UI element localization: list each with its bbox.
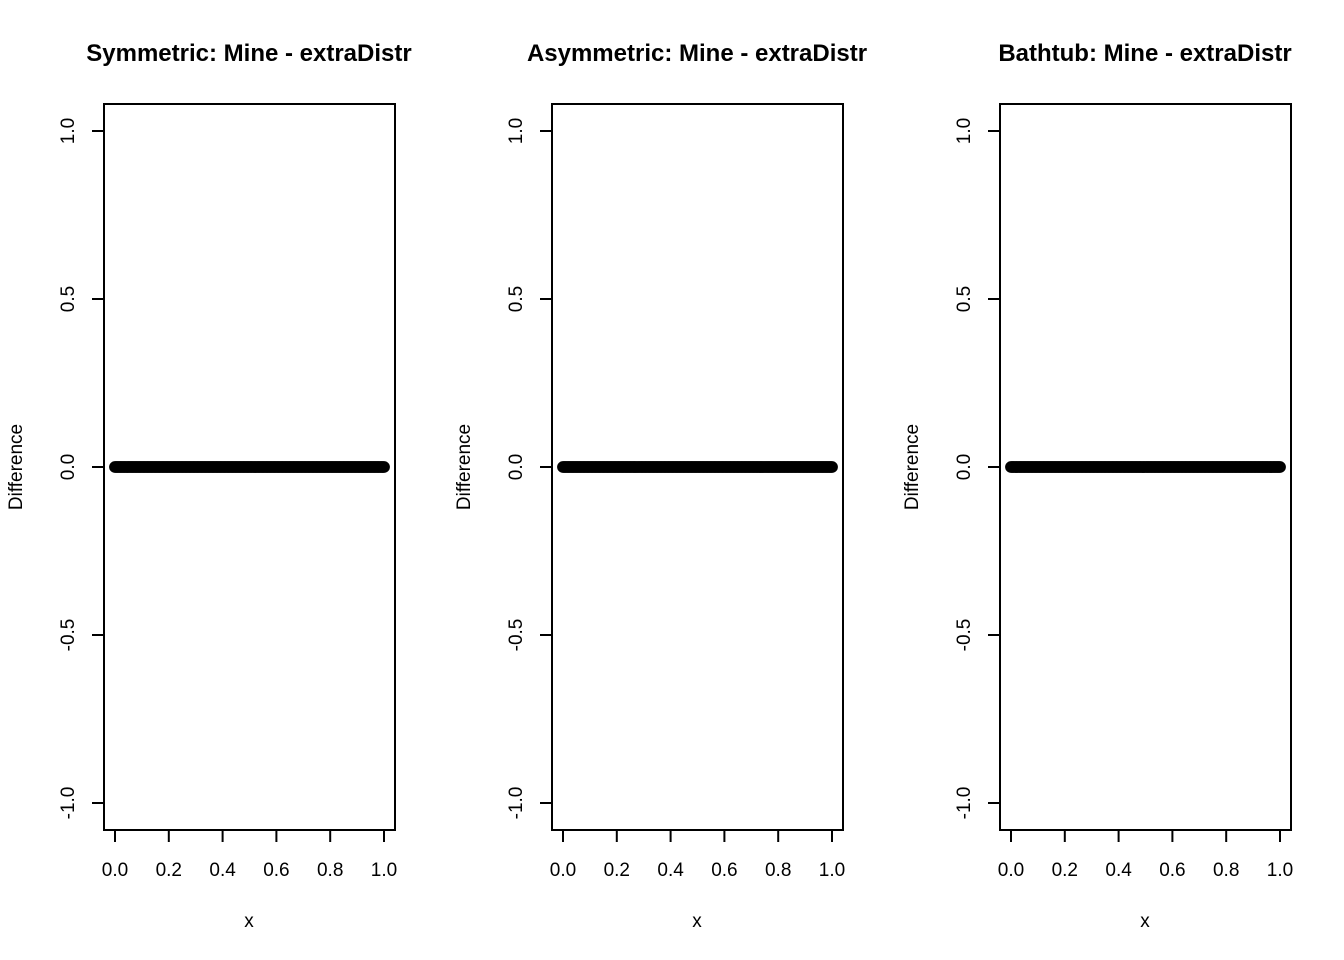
y-tick-label: -1.0 (506, 787, 527, 820)
chart-panel-symmetric: Symmetric: Mine - extraDistr 0.0 0.2 0.4 0.… (6, 40, 412, 932)
x-tick-label: 0.6 (711, 860, 737, 881)
y-tick-label: -0.5 (954, 619, 975, 652)
y-tick-label: 0.5 (58, 286, 79, 312)
x-axis-label: x (692, 911, 702, 932)
y-axis: -1.0 -0.5 0.0 0.5 1.0 (506, 118, 553, 820)
y-tick-label: 0.5 (506, 286, 527, 312)
chart-title: Symmetric: Mine - extraDistr (86, 40, 411, 67)
x-tick-label: 0.8 (317, 860, 343, 881)
x-tick-label: 1.0 (371, 860, 397, 881)
y-tick-label: 0.5 (954, 286, 975, 312)
y-axis-label: Difference (902, 424, 923, 510)
x-tick-label: 0.2 (1052, 860, 1078, 881)
x-tick-label: 0.8 (765, 860, 791, 881)
x-tick-label: 0.0 (550, 860, 576, 881)
chart-title: Asymmetric: Mine - extraDistr (527, 40, 867, 67)
x-axis-label: x (244, 911, 254, 932)
x-axis: 0.0 0.2 0.4 0.6 0.8 1.0 (550, 829, 845, 881)
x-tick-label: 0.2 (604, 860, 630, 881)
x-tick-label: 0.4 (1105, 860, 1132, 881)
data-point (378, 461, 390, 473)
x-tick-label: 0.4 (657, 860, 684, 881)
y-tick-label: -1.0 (58, 787, 79, 820)
y-tick-label: -1.0 (954, 787, 975, 820)
chart-title: Bathtub: Mine - extraDistr (998, 40, 1291, 67)
y-axis: -1.0 -0.5 0.0 0.5 1.0 (58, 118, 105, 820)
x-tick-label: 0.6 (263, 860, 289, 881)
x-tick-label: 0.8 (1213, 860, 1239, 881)
x-tick-label: 0.0 (998, 860, 1024, 881)
data-points (109, 461, 390, 473)
data-point (1274, 461, 1286, 473)
chart-panel-asymmetric: Asymmetric: Mine - extraDistr 0.0 0.2 0.4 0… (454, 40, 867, 932)
y-tick-label: 0.0 (954, 454, 975, 480)
y-tick-label: 1.0 (506, 118, 527, 144)
x-axis: 0.0 0.2 0.4 0.6 0.8 1.0 (998, 829, 1293, 881)
y-axis: -1.0 -0.5 0.0 0.5 1.0 (954, 118, 1001, 820)
x-tick-label: 0.6 (1159, 860, 1185, 881)
x-tick-label: 0.2 (156, 860, 182, 881)
y-axis-label: Difference (454, 424, 475, 510)
x-tick-label: 0.4 (209, 860, 236, 881)
y-tick-label: -0.5 (58, 619, 79, 652)
data-points (557, 461, 838, 473)
data-points (1005, 461, 1286, 473)
y-axis-label: Difference (6, 424, 27, 510)
y-tick-label: 1.0 (954, 118, 975, 144)
y-tick-label: 0.0 (58, 454, 79, 480)
data-point (826, 461, 838, 473)
x-axis: 0.0 0.2 0.4 0.6 0.8 1.0 (102, 829, 397, 881)
y-tick-label: 0.0 (506, 454, 527, 480)
x-axis-label: x (1140, 911, 1150, 932)
x-tick-label: 1.0 (819, 860, 845, 881)
y-tick-label: -0.5 (506, 619, 527, 652)
x-tick-label: 1.0 (1267, 860, 1293, 881)
y-tick-label: 1.0 (58, 118, 79, 144)
x-tick-label: 0.0 (102, 860, 128, 881)
chart-panel-bathtub: Bathtub: Mine - extraDistr 0.0 0.2 0.4 0.6 0… (902, 40, 1293, 932)
